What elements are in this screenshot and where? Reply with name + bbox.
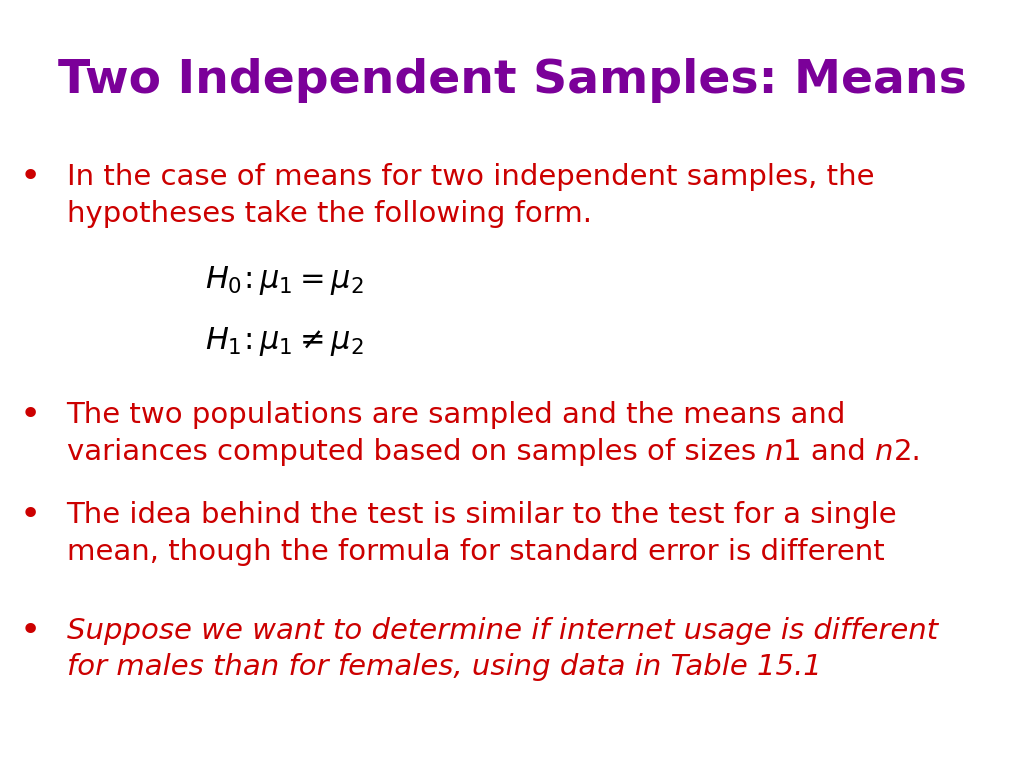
Text: mean, though the formula for standard error is different: mean, though the formula for standard er… (67, 538, 885, 566)
Text: 2.: 2. (894, 439, 922, 466)
Text: 1 and: 1 and (783, 439, 876, 466)
Text: •: • (20, 161, 41, 194)
Text: In the case of means for two independent samples, the: In the case of means for two independent… (67, 164, 874, 191)
Text: The two populations are sampled and the means and: The two populations are sampled and the … (67, 402, 846, 429)
Text: The idea behind the test is similar to the test for a single: The idea behind the test is similar to t… (67, 502, 897, 529)
Text: $H_0\!:\mu_1=\mu_2$: $H_0\!:\mu_1=\mu_2$ (205, 264, 364, 296)
Text: Suppose we want to determine if internet usage is different: Suppose we want to determine if internet… (67, 617, 938, 644)
Text: for males than for females, using data in Table 15.1: for males than for females, using data i… (67, 654, 821, 681)
Text: n: n (765, 439, 783, 466)
Text: $H_1\!:\mu_1\neq\mu_2$: $H_1\!:\mu_1\neq\mu_2$ (205, 326, 364, 358)
Text: •: • (20, 399, 41, 432)
Text: Two Independent Samples: Means: Two Independent Samples: Means (57, 58, 967, 103)
Text: •: • (20, 498, 41, 532)
Text: •: • (20, 614, 41, 647)
Text: n: n (876, 439, 894, 466)
Text: hypotheses take the following form.: hypotheses take the following form. (67, 200, 592, 228)
Text: variances computed based on samples of sizes: variances computed based on samples of s… (67, 439, 765, 466)
